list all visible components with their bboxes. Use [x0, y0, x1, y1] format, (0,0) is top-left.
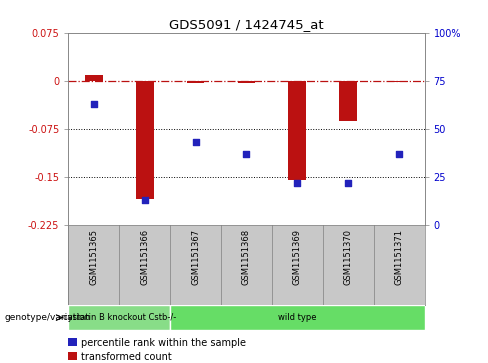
Bar	[339, 81, 357, 121]
Point	[345, 180, 352, 185]
Bar	[186, 81, 204, 83]
Text: GSM1151366: GSM1151366	[140, 229, 149, 285]
Bar	[390, 81, 408, 82]
Text: GSM1151368: GSM1151368	[242, 229, 251, 285]
Text: GSM1151371: GSM1151371	[395, 229, 404, 285]
Text: GSM1151369: GSM1151369	[293, 229, 302, 285]
Point	[293, 180, 301, 185]
Text: wild type: wild type	[278, 313, 317, 322]
Point	[192, 139, 200, 145]
Text: GSM1151367: GSM1151367	[191, 229, 200, 285]
Bar	[85, 75, 102, 81]
Point	[395, 151, 403, 157]
Text: GSM1151370: GSM1151370	[344, 229, 353, 285]
Point	[90, 101, 98, 107]
Text: genotype/variation: genotype/variation	[5, 313, 91, 322]
Text: GSM1151365: GSM1151365	[89, 229, 98, 285]
Bar	[136, 81, 154, 199]
Title: GDS5091 / 1424745_at: GDS5091 / 1424745_at	[169, 19, 324, 32]
Text: percentile rank within the sample: percentile rank within the sample	[81, 338, 245, 348]
Point	[243, 151, 250, 157]
Bar	[288, 81, 306, 180]
Bar	[238, 81, 255, 83]
Text: transformed count: transformed count	[81, 352, 171, 362]
Bar	[68, 305, 170, 330]
Text: cystatin B knockout Cstb-/-: cystatin B knockout Cstb-/-	[62, 313, 176, 322]
Bar	[170, 305, 425, 330]
Point	[141, 197, 148, 203]
